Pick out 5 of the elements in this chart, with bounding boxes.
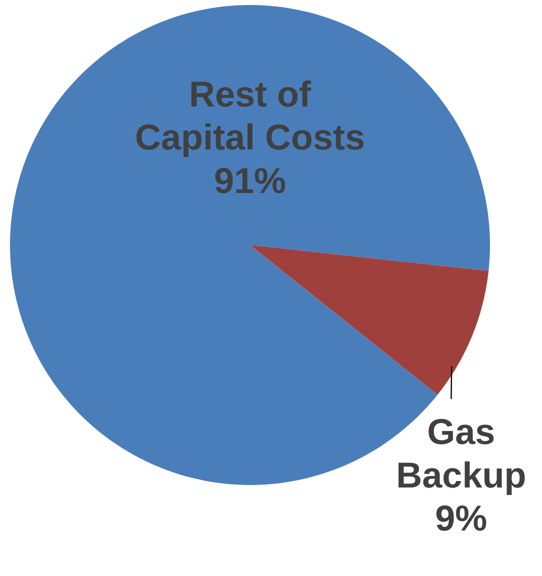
data-label: 91% xyxy=(214,160,286,201)
data-label: 9% xyxy=(435,497,488,538)
slice-label: Gas Backup xyxy=(396,411,526,496)
slice-label: Rest of Capital Costs xyxy=(134,73,366,158)
pie-slice xyxy=(250,245,489,395)
